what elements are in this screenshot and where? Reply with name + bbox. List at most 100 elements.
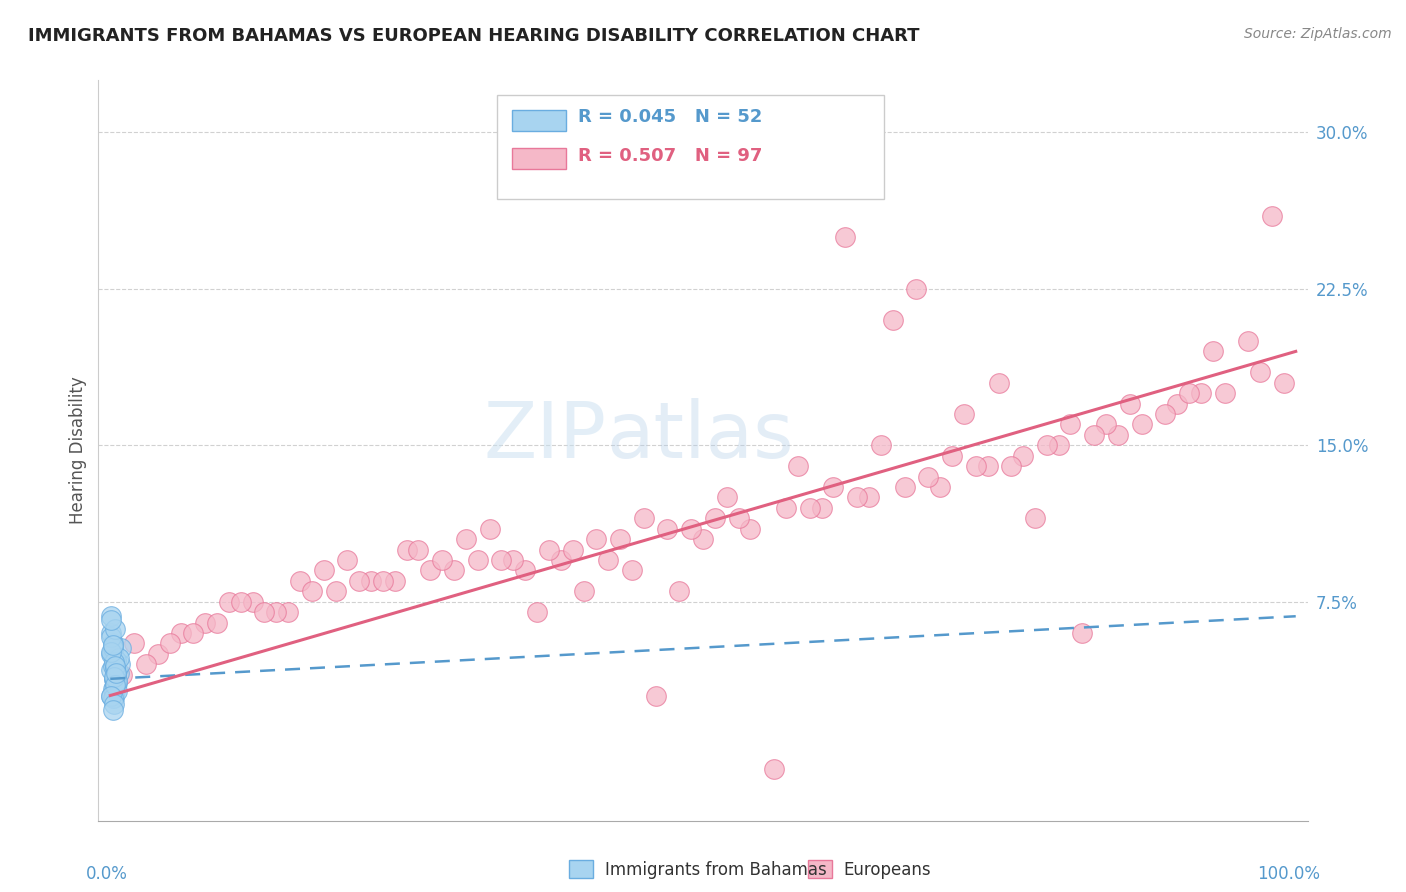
Text: atlas: atlas [606, 398, 794, 474]
Text: ZIP: ZIP [484, 398, 606, 474]
Point [1202, 344, 1225, 359]
Text: IMMIGRANTS FROM BAHAMAS VS EUROPEAN HEARING DISABILITY CORRELATION CHART: IMMIGRANTS FROM BAHAMAS VS EUROPEAN HEAR… [28, 27, 920, 45]
Point [668, 584, 690, 599]
Text: R = 0.045   N = 52: R = 0.045 N = 52 [578, 108, 763, 126]
Point [325, 584, 347, 599]
Text: Immigrants from Bahamas: Immigrants from Bahamas [605, 861, 827, 879]
Point [395, 542, 418, 557]
Point [108, 657, 131, 672]
Point [101, 642, 124, 657]
Point [104, 672, 127, 686]
Point [101, 640, 124, 655]
Point [786, 459, 808, 474]
Point [727, 511, 749, 525]
Point [1119, 396, 1142, 410]
Point [1107, 427, 1129, 442]
Point [101, 647, 124, 661]
Point [312, 563, 335, 577]
Point [105, 673, 128, 688]
Point [101, 703, 124, 717]
Point [336, 553, 359, 567]
Text: 0.0%: 0.0% [86, 865, 128, 883]
Point [135, 657, 157, 672]
Y-axis label: Hearing Disability: Hearing Disability [69, 376, 87, 524]
Point [101, 690, 124, 705]
Point [101, 636, 124, 650]
Point [1154, 407, 1177, 421]
Point [103, 670, 125, 684]
Point [181, 626, 204, 640]
Point [1166, 396, 1188, 410]
Point [105, 667, 128, 681]
Point [929, 480, 952, 494]
Point [1000, 459, 1022, 474]
Point [103, 655, 125, 669]
Point [103, 690, 125, 705]
Point [105, 673, 128, 688]
Point [105, 684, 128, 698]
Point [1213, 386, 1236, 401]
Point [834, 229, 856, 244]
Point [104, 661, 127, 675]
Point [105, 653, 128, 667]
Point [122, 636, 145, 650]
Point [170, 626, 193, 640]
Text: R = 0.507   N = 97: R = 0.507 N = 97 [578, 147, 763, 165]
Point [104, 659, 127, 673]
Point [1024, 511, 1046, 525]
Point [105, 665, 128, 680]
Point [107, 651, 129, 665]
Point [264, 605, 287, 619]
Point [467, 553, 489, 567]
Point [1249, 365, 1271, 379]
Point [443, 563, 465, 577]
Point [703, 511, 725, 525]
FancyBboxPatch shape [512, 148, 567, 169]
Point [105, 655, 128, 669]
Point [111, 667, 134, 681]
Point [288, 574, 311, 588]
Point [432, 553, 454, 567]
Point [657, 522, 679, 536]
Point [205, 615, 228, 630]
FancyBboxPatch shape [512, 110, 567, 130]
Point [515, 563, 537, 577]
Point [107, 665, 129, 680]
Point [103, 680, 125, 694]
Point [277, 605, 299, 619]
Point [103, 682, 125, 697]
Point [952, 407, 974, 421]
Point [454, 532, 477, 546]
Point [1237, 334, 1260, 348]
Point [100, 664, 122, 678]
Point [633, 511, 655, 525]
Point [905, 282, 928, 296]
Point [347, 574, 370, 588]
Point [104, 678, 127, 692]
Point [103, 697, 125, 711]
Point [644, 689, 666, 703]
Point [103, 651, 125, 665]
Point [537, 542, 560, 557]
Point [1261, 209, 1284, 223]
Point [105, 676, 128, 690]
Point [100, 614, 122, 628]
Point [105, 664, 128, 678]
Point [799, 500, 821, 515]
Point [104, 670, 127, 684]
Point [100, 647, 122, 661]
Point [893, 480, 915, 494]
Point [384, 574, 406, 588]
Point [846, 491, 869, 505]
Point [104, 684, 127, 698]
Point [1189, 386, 1212, 401]
Point [100, 609, 122, 624]
Point [101, 682, 124, 697]
Point [681, 522, 703, 536]
Point [810, 500, 832, 515]
Point [1095, 417, 1118, 432]
Text: Source: ZipAtlas.com: Source: ZipAtlas.com [1244, 27, 1392, 41]
Point [1071, 626, 1094, 640]
Point [574, 584, 596, 599]
Point [104, 667, 127, 681]
